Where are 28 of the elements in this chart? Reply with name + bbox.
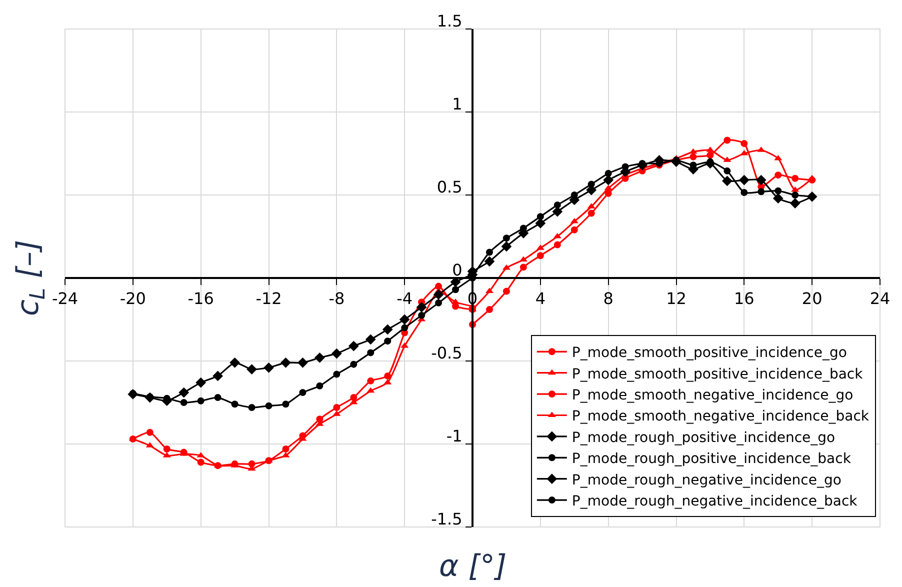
x-tick-label: -8: [328, 289, 345, 308]
x-tick-label: -12: [256, 289, 282, 308]
legend-label: P_mode_rough_positive_incidence_go: [572, 430, 836, 446]
y-tick-label: -1.5: [431, 510, 462, 529]
x-tick-label: 24: [870, 289, 890, 308]
legend-label: P_mode_smooth_positive_incidence_back: [572, 366, 864, 382]
legend-label: P_mode_smooth_negative_incidence_back: [572, 408, 870, 425]
x-tick-label: -20: [120, 289, 146, 308]
legend-label: P_mode_smooth_positive_incidence_go: [572, 345, 847, 362]
legend-label: P_mode_rough_positive_incidence_back: [572, 451, 852, 468]
y-tick-label: -1: [446, 426, 462, 446]
y-tick-label: 1.5: [436, 12, 462, 31]
legend-label: P_mode_rough_negative_incidence_go: [572, 472, 842, 488]
legend-label: P_mode_smooth_negative_incidence_go: [572, 388, 854, 404]
y-tick-label: 1: [452, 94, 462, 114]
x-tick-label: -24: [52, 289, 78, 308]
x-tick-label: 16: [734, 289, 754, 308]
x-tick-label: 4: [535, 289, 546, 308]
x-axis-title: α [°]: [439, 549, 507, 584]
y-tick-label: 0: [452, 260, 462, 280]
x-tick-label: 20: [802, 289, 822, 308]
x-tick-label: -16: [188, 289, 214, 308]
x-tick-label: 8: [603, 289, 614, 308]
x-tick-label: -4: [396, 289, 413, 308]
x-tick-label: 12: [666, 289, 686, 308]
y-tick-label: -0.5: [431, 344, 462, 363]
legend-label: P_mode_rough_negative_incidence_back: [572, 494, 858, 510]
y-tick-label: 0.5: [436, 178, 462, 197]
